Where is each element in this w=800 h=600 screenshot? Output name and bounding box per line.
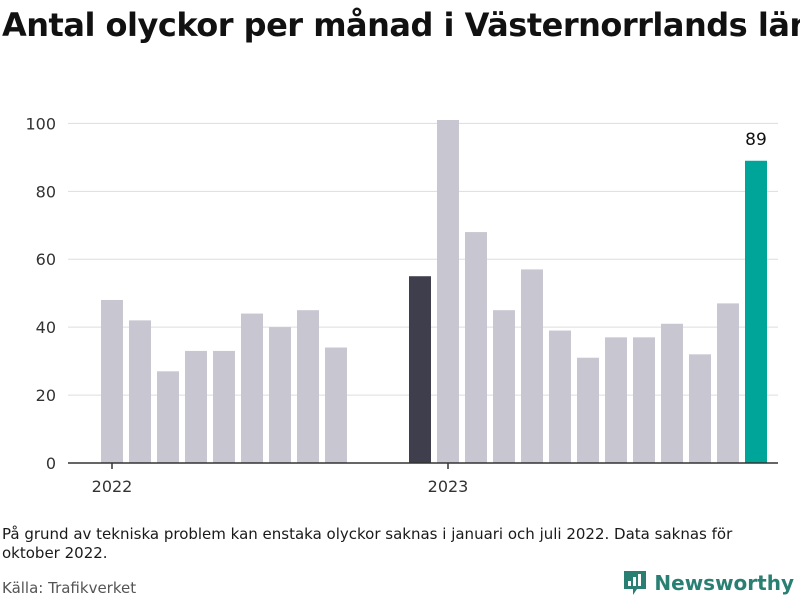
bar-2022-01 (101, 299, 123, 463)
bar-2022-02 (129, 320, 151, 463)
bar-2023-07 (605, 337, 627, 463)
bar-2023-12 (745, 160, 767, 463)
bar-2023-10 (689, 354, 711, 463)
bar-2022-12 (409, 276, 431, 463)
chart-title: Antal olyckor per månad i Västernorrland… (2, 6, 800, 44)
bar-2023-01 (437, 120, 459, 463)
bar-2022-06 (241, 313, 263, 463)
y-tick-label: 0 (46, 454, 56, 473)
data-labels: 89 (745, 130, 767, 150)
bar-2023-06 (577, 357, 599, 463)
brand-logo: Newsworthy (622, 569, 794, 597)
bar-2022-05 (213, 350, 235, 463)
y-tick-label: 20 (36, 386, 56, 405)
newsworthy-logo-icon (624, 571, 647, 595)
bar-2022-09 (325, 347, 347, 463)
bars (101, 120, 767, 463)
x-tick-label: 2022 (92, 477, 133, 496)
y-tick-label: 60 (36, 250, 56, 269)
source-credit: Källa: Trafikverket (2, 579, 137, 597)
grid-lines (68, 122, 778, 396)
bar-2023-04 (521, 269, 543, 463)
bar-2023-05 (549, 330, 571, 463)
y-axis-ticks: 0 20 40 60 80 100 (25, 114, 56, 473)
bar-2022-03 (157, 371, 179, 463)
y-tick-label: 80 (36, 182, 56, 201)
bar-2023-03 (493, 310, 515, 463)
y-tick-label: 100 (25, 114, 56, 133)
bar-2023-02 (465, 232, 487, 463)
brand-name: Newsworthy (654, 571, 794, 595)
footnote: På grund av tekniska problem kan enstaka… (2, 525, 733, 562)
y-tick-label: 40 (36, 318, 56, 337)
bar-chart: 0 20 40 60 80 100 89 2022 2023 (25, 114, 778, 496)
bar-2022-07 (269, 327, 291, 463)
bar-2022-08 (297, 310, 319, 463)
bar-2023-08 (633, 337, 655, 463)
bar-2023-09 (661, 323, 683, 463)
data-label: 89 (745, 130, 767, 150)
x-axis: 2022 2023 (68, 462, 778, 496)
bar-2023-11 (717, 303, 739, 463)
x-tick-label: 2023 (428, 477, 469, 496)
bar-2022-04 (185, 350, 207, 463)
